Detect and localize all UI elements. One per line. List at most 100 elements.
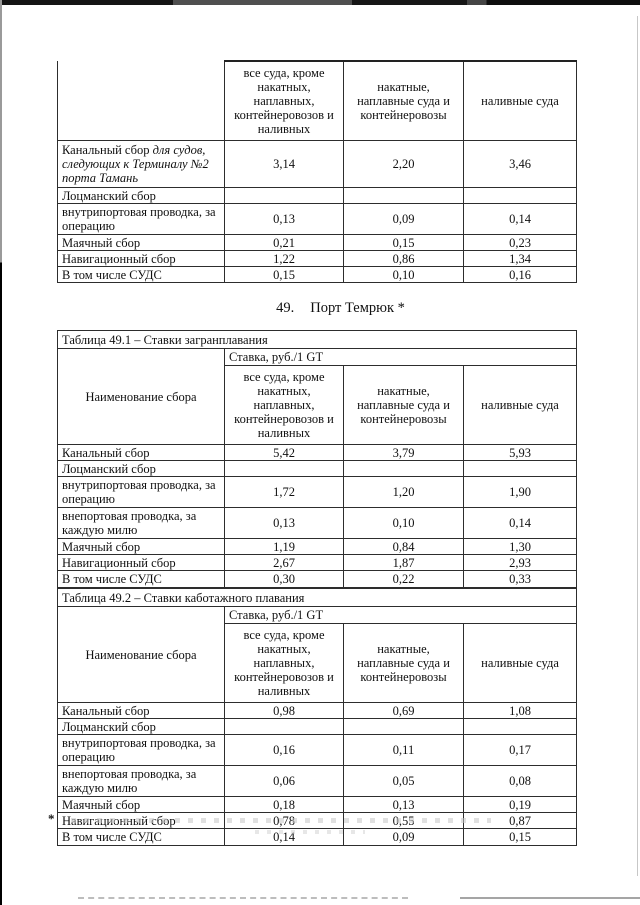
table-row: Лоцманский сбор: [57, 460, 578, 477]
fee-label: внутрипортовая проводка, за операцию: [57, 203, 225, 235]
fee-label: внутрипортовая проводка, за операцию: [57, 734, 225, 766]
fee-label: внутрипортовая проводка, за операцию: [57, 476, 225, 508]
scan-edge-artifact-bottom-gray: [460, 897, 640, 899]
rate-unit-row: Наименование сбора Ставка, руб./1 GT: [57, 348, 578, 445]
table-row: Маячный сбор 0,18 0,13 0,19: [57, 796, 578, 813]
section-title: Порт Темрюк *: [310, 300, 405, 316]
fee-value: 0,15: [224, 266, 344, 283]
fee-value: 0,21: [224, 234, 344, 251]
fee-label: Канальный сбор: [57, 702, 225, 719]
scan-edge-artifact-bottom-dashes: [78, 897, 408, 899]
fee-value: 0,13: [224, 203, 344, 235]
fee-label: В том числе СУДС: [57, 570, 225, 588]
continuation-table: все суда, кроме накатных, наплавных, кон…: [57, 60, 577, 283]
column-header-fee-name: Наименование сбора: [57, 348, 225, 445]
fee-value: 0,30: [224, 570, 344, 588]
table-row: Лоцманский сбор: [57, 187, 577, 204]
fee-value: 0,17: [462, 734, 578, 766]
fee-value: 0,10: [343, 507, 464, 539]
fee-value: 0,87: [462, 812, 578, 829]
column-header-roro-vessels: накатные, наплавные суда и контейнеровоз…: [343, 365, 464, 445]
fee-value: 0,19: [462, 796, 578, 813]
fee-value: 0,13: [224, 507, 344, 539]
fee-value: 5,93: [462, 444, 578, 461]
fee-value: 0,15: [343, 234, 464, 251]
fee-label: Маячный сбор: [57, 538, 225, 555]
fee-label: Маячный сбор: [57, 234, 225, 251]
table-row: Лоцманский сбор: [57, 718, 578, 735]
fee-value: 0,16: [463, 266, 577, 283]
table-row: внепортовая проводка, за каждую милю 0,1…: [57, 507, 578, 539]
column-header-fee-name: Наименование сбора: [57, 606, 225, 703]
table-row: Навигационный сбор 1,22 0,86 1,34: [57, 250, 577, 267]
fee-value: 0,23: [463, 234, 577, 251]
fee-label-text: Канальный сбор: [62, 143, 150, 157]
fee-label: Канальный сбор: [57, 444, 225, 461]
table-caption: Таблица 49.2 – Ставки каботажного плаван…: [56, 588, 578, 607]
fee-value: 0,06: [224, 765, 344, 797]
table-row: внутрипортовая проводка, за операцию 0,1…: [57, 203, 577, 235]
rate-unit-row: Наименование сбора Ставка, руб./1 GT: [57, 606, 578, 703]
fee-value: 0,18: [224, 796, 344, 813]
column-header-tanker-vessels: наливные суда: [462, 365, 578, 445]
fee-value: 5,42: [224, 444, 344, 461]
fee-value: 1,30: [462, 538, 578, 555]
scan-edge-artifact-right: [637, 16, 638, 876]
table-row: Навигационный сбор 2,67 1,87 2,93: [57, 554, 578, 571]
fee-value: 0,14: [463, 203, 577, 235]
column-header-all-vessels: все суда, кроме накатных, наплавных, кон…: [224, 623, 344, 703]
fee-value: 0,11: [343, 734, 464, 766]
column-header-roro-vessels: накатные, наплавные суда и контейнеровоз…: [343, 60, 464, 141]
fee-value: 0,22: [343, 570, 464, 588]
fee-value: 0,16: [224, 734, 344, 766]
fee-value: 0,09: [343, 828, 464, 846]
scan-edge-artifact-top: [0, 0, 640, 5]
fee-value: 0,15: [462, 828, 578, 846]
fee-value: [224, 460, 344, 477]
fee-label: Маячный сбор: [57, 796, 225, 813]
caption-row: Таблица 49.2 – Ставки каботажного плаван…: [56, 588, 578, 607]
fee-value: 1,87: [343, 554, 464, 571]
fee-value: 1,20: [343, 476, 464, 508]
table-row: внепортовая проводка, за каждую милю 0,0…: [57, 765, 578, 797]
rate-unit-label: Ставка, руб./1 GT: [223, 606, 578, 624]
fee-label: Лоцманский сбор: [57, 718, 225, 735]
document-content: все суда, кроме накатных, наплавных, кон…: [56, 60, 578, 846]
fee-value: 2,67: [224, 554, 344, 571]
column-header-all-vessels: все суда, кроме накатных, наплавных, кон…: [224, 365, 344, 445]
fee-value: 0,33: [462, 570, 578, 588]
fee-value: 0,69: [343, 702, 464, 719]
fee-value: 1,72: [224, 476, 344, 508]
fee-value: 3,79: [343, 444, 464, 461]
fee-value: 0,98: [224, 702, 344, 719]
fee-value: 3,14: [224, 140, 344, 188]
vessel-header-row: все суда, кроме накатных, наплавных, кон…: [58, 623, 578, 703]
fee-label: внепортовая проводка, за каждую милю: [57, 507, 225, 539]
empty-header-cell: [57, 61, 225, 141]
fee-value: 0,05: [343, 765, 464, 797]
fee-value: 1,34: [463, 250, 577, 267]
caption-row: Таблица 49.1 – Ставки загранплавания: [56, 330, 578, 349]
table-row: В том числе СУДС 0,30 0,22 0,33: [57, 570, 578, 588]
fee-label: Навигационный сбор: [57, 250, 225, 267]
fee-value: 0,10: [343, 266, 464, 283]
fee-value: [343, 460, 464, 477]
footnote-faded-text-smudge-2: [255, 830, 365, 834]
scan-edge-artifact-left: [0, 0, 2, 905]
fee-value: 1,22: [224, 250, 344, 267]
fee-value: 0,84: [343, 538, 464, 555]
fee-label: В том числе СУДС: [57, 828, 225, 846]
fee-value: 0,08: [462, 765, 578, 797]
fee-value: 1,19: [224, 538, 344, 555]
table-row: Канальный сбор 5,42 3,79 5,93: [57, 444, 578, 461]
footnote: *: [48, 812, 588, 826]
table-49-1: Таблица 49.1 – Ставки загранплавания Наи…: [56, 330, 578, 588]
table-row: В том числе СУДС 0,15 0,10 0,16: [57, 266, 577, 283]
table-row: В том числе СУДС 0,14 0,09 0,15: [57, 828, 578, 846]
fee-value: 0,09: [343, 203, 464, 235]
fee-label: В том числе СУДС: [57, 266, 225, 283]
column-header-tanker-vessels: наливные суда: [463, 60, 577, 141]
table-row: Маячный сбор 0,21 0,15 0,23: [57, 234, 577, 251]
fee-label: внепортовая проводка, за каждую милю: [57, 765, 225, 797]
